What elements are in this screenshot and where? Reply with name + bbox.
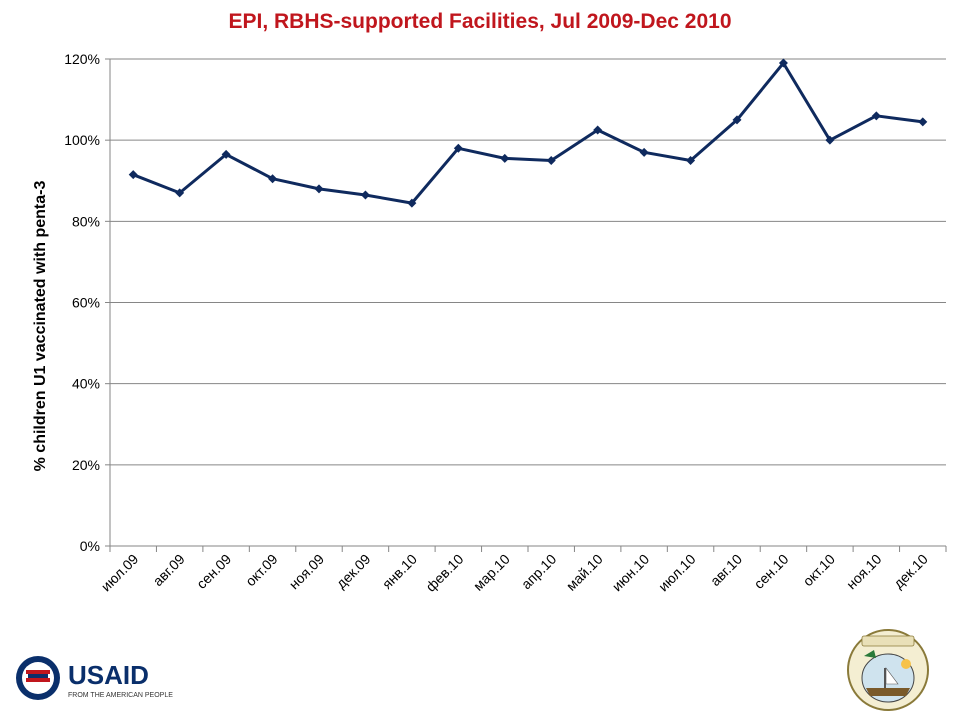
x-tick-label: дек.10 xyxy=(890,551,931,592)
usaid-wordmark: USAID xyxy=(68,660,149,690)
x-tick-label: сен.09 xyxy=(193,551,234,592)
x-tick-label: сен.10 xyxy=(751,551,792,592)
liberia-seal-icon xyxy=(847,629,929,711)
x-tick-label: май.10 xyxy=(563,551,606,594)
x-tick-label: июл.09 xyxy=(98,551,142,595)
y-tick-label: 100% xyxy=(64,132,100,148)
data-point xyxy=(500,153,510,163)
data-point xyxy=(175,188,185,198)
x-tick-label: ноя.10 xyxy=(843,551,885,593)
data-point xyxy=(825,135,835,145)
y-tick-labels: 0% 20% 40% 60% 80% 100% 120% xyxy=(64,51,100,554)
y-tick-label: 0% xyxy=(80,538,100,554)
data-point xyxy=(778,58,788,68)
y-axis-label: % children U1 vaccinated with penta-3 xyxy=(32,181,49,472)
x-tick-label: авг.10 xyxy=(707,551,745,589)
series-layer xyxy=(128,58,928,208)
axes xyxy=(105,58,947,552)
data-point xyxy=(453,143,463,153)
x-tick-label: янв.10 xyxy=(379,551,420,592)
series-line xyxy=(132,61,923,205)
data-point xyxy=(732,115,742,125)
data-point xyxy=(360,190,370,200)
y-tick-label: 40% xyxy=(72,376,100,392)
data-point xyxy=(268,174,278,184)
x-tick-label: окт.10 xyxy=(800,551,839,590)
x-tick-label: окт.09 xyxy=(242,551,281,590)
data-point xyxy=(314,184,324,194)
x-tick-label: фев.10 xyxy=(422,551,466,595)
x-tick-label: ноя.09 xyxy=(286,551,328,593)
data-point xyxy=(871,111,881,121)
y-tick-label: 120% xyxy=(64,51,100,67)
y-tick-label: 60% xyxy=(72,295,100,311)
x-tick-label: авг.09 xyxy=(150,551,188,589)
x-tick-labels: июл.09 авг.09 сен.09 окт.09 ноя.09 дек.09 янв.… xyxy=(98,551,931,595)
y-tick-label: 80% xyxy=(72,213,100,229)
data-point xyxy=(918,117,928,127)
gridlines xyxy=(110,58,946,466)
data-point xyxy=(221,149,231,159)
x-tick-label: июл.10 xyxy=(655,551,699,595)
x-tick-label: дек.09 xyxy=(333,551,374,592)
x-tick-label: июн.10 xyxy=(609,551,653,595)
x-tick-label: мар.10 xyxy=(470,551,513,594)
data-point xyxy=(686,155,696,165)
data-point xyxy=(639,147,649,157)
data-point xyxy=(407,198,417,208)
usaid-logo: USAID FROM THE AMERICAN PEOPLE xyxy=(16,656,173,700)
y-tick-label: 20% xyxy=(72,457,100,473)
usaid-tagline: FROM THE AMERICAN PEOPLE xyxy=(68,692,173,699)
data-point xyxy=(546,155,556,165)
x-tick-label: апр.10 xyxy=(518,551,560,593)
chart-title: EPI, RBHS-supported Facilities, Jul 2009… xyxy=(228,10,732,33)
data-point xyxy=(128,170,138,180)
data-point xyxy=(593,125,603,135)
